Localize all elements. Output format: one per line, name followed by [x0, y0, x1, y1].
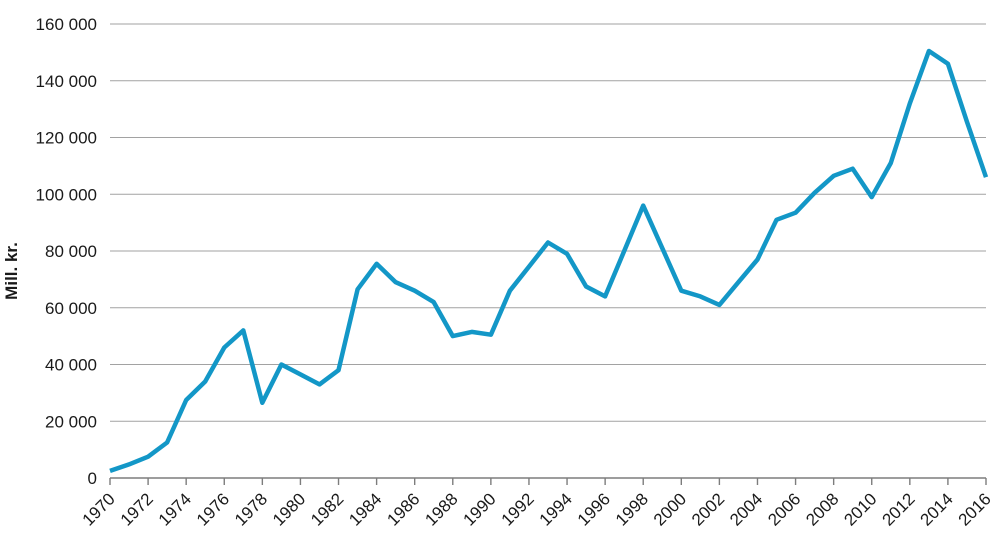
svg-text:2002: 2002	[688, 489, 728, 529]
svg-text:1996: 1996	[574, 489, 614, 529]
svg-text:140 000: 140 000	[36, 72, 97, 91]
svg-text:160 000: 160 000	[36, 15, 97, 34]
x-axis	[109, 477, 987, 485]
svg-text:2008: 2008	[802, 489, 842, 529]
svg-text:1972: 1972	[117, 489, 157, 529]
svg-text:40 000: 40 000	[45, 356, 97, 375]
svg-text:1998: 1998	[612, 489, 652, 529]
svg-text:20 000: 20 000	[45, 412, 97, 431]
y-axis-title: Mill. kr.	[2, 242, 21, 300]
svg-text:1978: 1978	[231, 489, 271, 529]
svg-text:1976: 1976	[193, 489, 233, 529]
svg-text:1982: 1982	[307, 489, 347, 529]
svg-text:2014: 2014	[917, 489, 957, 529]
svg-text:1992: 1992	[498, 489, 538, 529]
x-axis-labels: 1970197219741976197819801982198419861988…	[79, 489, 995, 529]
svg-text:1994: 1994	[536, 489, 576, 529]
y-axis-labels: 0 20 000 40 000 60 000 80 000 100 000 120 000 1…	[36, 15, 97, 488]
svg-text:2004: 2004	[726, 489, 766, 529]
svg-text:2010: 2010	[840, 489, 880, 529]
svg-text:1988: 1988	[421, 489, 461, 529]
svg-text:1984: 1984	[345, 489, 385, 529]
svg-text:1990: 1990	[460, 489, 500, 529]
svg-text:2016: 2016	[955, 489, 995, 529]
svg-text:0: 0	[88, 469, 97, 488]
svg-text:1974: 1974	[155, 489, 195, 529]
data-line	[109, 48, 989, 474]
svg-text:120 000: 120 000	[36, 129, 97, 148]
svg-text:2012: 2012	[878, 489, 918, 529]
svg-text:2006: 2006	[764, 489, 804, 529]
svg-text:100 000: 100 000	[36, 185, 97, 204]
svg-text:1980: 1980	[269, 489, 309, 529]
svg-text:2000: 2000	[650, 489, 690, 529]
svg-text:60 000: 60 000	[45, 299, 97, 318]
svg-text:80 000: 80 000	[45, 242, 97, 261]
gridlines	[110, 23, 986, 422]
svg-text:1970: 1970	[79, 489, 119, 529]
svg-text:1986: 1986	[383, 489, 423, 529]
